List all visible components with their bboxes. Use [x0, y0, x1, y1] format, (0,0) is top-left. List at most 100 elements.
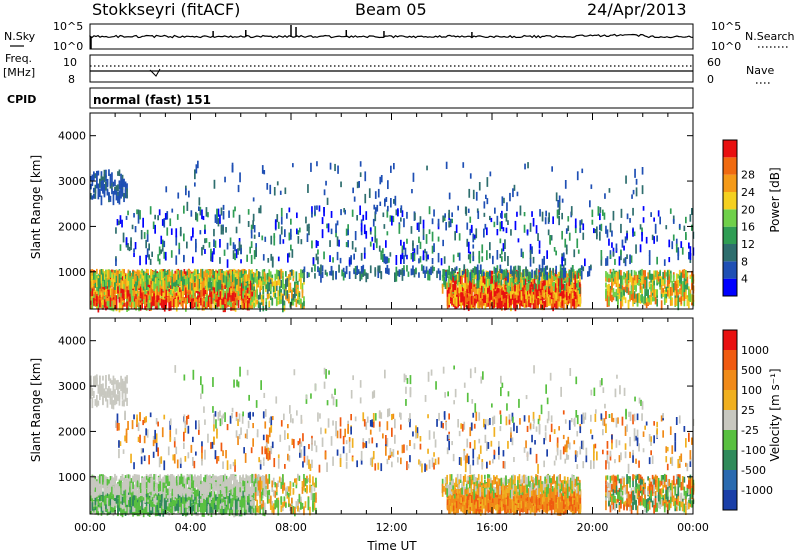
heatmap-cell: [562, 284, 564, 289]
heatmap-cell: [248, 285, 250, 291]
heatmap-cell: [282, 295, 284, 306]
heatmap-cell: [275, 280, 278, 286]
heatmap-cell: [230, 302, 232, 308]
heatmap-cell: [668, 276, 671, 284]
heatmap-cell: [221, 273, 223, 279]
heatmap-cell: [566, 277, 569, 283]
cpid-label: CPID: [7, 93, 36, 106]
heatmap-cell: [306, 224, 309, 232]
heatmap-cell: [154, 224, 156, 234]
heatmap-cell: [141, 281, 143, 289]
heatmap-cell: [496, 270, 498, 276]
freq-label-2: [MHz]: [3, 66, 35, 79]
nave-label: Nave: [746, 64, 774, 77]
heatmap-cell: [531, 298, 533, 305]
heatmap-cell: [543, 288, 545, 293]
heatmap-cell: [496, 293, 499, 303]
heatmap-cell: [234, 272, 237, 281]
heatmap-cell: [653, 217, 655, 222]
heatmap-cell: [476, 283, 479, 289]
heatmap-cell: [105, 277, 107, 286]
heatmap-cell: [464, 292, 467, 303]
heatmap-cell: [234, 277, 237, 286]
heatmap-cell: [455, 296, 458, 307]
heatmap-cell: [240, 284, 243, 294]
heatmap-cell: [195, 272, 198, 281]
heatmap-cell: [245, 290, 247, 301]
heatmap-cell: [552, 299, 554, 307]
heatmap-cell: [166, 291, 169, 297]
heatmap-cell: [213, 290, 216, 300]
freq-panel-frame: [89, 54, 694, 83]
heatmap-cell: [144, 279, 146, 287]
heatmap-cell: [553, 284, 555, 292]
heatmap-cell: [470, 282, 473, 289]
heatmap-cell: [300, 298, 302, 304]
heatmap-cell: [653, 270, 655, 276]
heatmap-cell: [665, 288, 668, 297]
heatmap-cell: [186, 282, 189, 290]
heatmap-cell: [170, 228, 173, 235]
heatmap-cell: [112, 288, 115, 296]
heatmap-cell: [273, 235, 276, 246]
heatmap-cell: [514, 298, 517, 303]
heatmap-cell: [484, 301, 487, 310]
heatmap-cell: [156, 284, 158, 289]
heatmap-cell: [147, 279, 149, 285]
heatmap-cell: [274, 287, 277, 295]
heatmap-cell: [182, 271, 184, 280]
heatmap-cell: [540, 300, 542, 305]
heatmap-cell: [207, 212, 209, 218]
heatmap-cell: [207, 278, 210, 288]
heatmap-cell: [260, 281, 263, 289]
heatmap-cell: [283, 283, 286, 290]
heatmap-cell: [470, 290, 473, 295]
heatmap-cell: [611, 294, 613, 303]
heatmap-cell: [544, 294, 547, 300]
heatmap-cell: [142, 281, 145, 287]
heatmap-cell: [271, 274, 274, 280]
heatmap-cell: [317, 249, 319, 255]
heatmap-cell: [573, 291, 576, 297]
heatmap-cell: [120, 272, 122, 277]
heatmap-cell: [573, 295, 576, 300]
heatmap-cell: [198, 279, 201, 289]
heatmap-cell: [282, 302, 284, 313]
heatmap-cell: [656, 270, 658, 280]
heatmap-cell: [182, 288, 184, 298]
heatmap-cell: [136, 286, 139, 294]
heatmap-cell: [271, 297, 274, 306]
heatmap-cell: [288, 232, 291, 241]
heatmap-cell: [472, 286, 475, 293]
heatmap-cell: [115, 295, 118, 303]
heatmap-cell: [459, 281, 462, 291]
heatmap-cell: [295, 284, 298, 294]
heatmap-cell: [248, 273, 250, 279]
heatmap-cell: [443, 276, 445, 286]
heatmap-cell: [186, 292, 189, 302]
heatmap-cell: [269, 271, 272, 278]
heatmap-cell: [156, 286, 158, 295]
heatmap-cell: [681, 289, 684, 297]
heatmap-cell: [138, 271, 140, 278]
heatmap-cell: [471, 272, 474, 279]
heatmap-cell: [246, 274, 249, 281]
heatmap-cell: [151, 301, 154, 306]
heatmap-cell: [575, 282, 578, 288]
heatmap-cell: [660, 285, 663, 294]
heatmap-cell: [194, 291, 196, 299]
heatmap-cell: [683, 284, 686, 293]
heatmap-cell: [126, 183, 128, 193]
heatmap-cell: [215, 277, 217, 287]
heatmap-cell: [228, 284, 231, 291]
heatmap-cell: [544, 283, 546, 290]
heatmap-cell: [648, 282, 651, 288]
heatmap-cell: [691, 270, 693, 280]
heatmap-cell: [154, 278, 157, 284]
heatmap-cell: [520, 280, 522, 291]
heatmap-cell: [103, 188, 106, 198]
freq-dip: [149, 68, 161, 77]
heatmap-cell: [612, 270, 615, 279]
heatmap-cell: [668, 257, 671, 263]
heatmap-cell: [160, 298, 163, 308]
